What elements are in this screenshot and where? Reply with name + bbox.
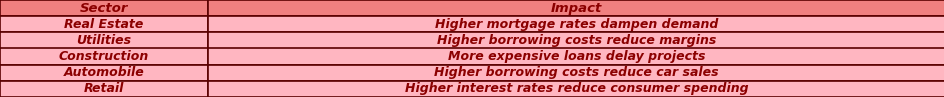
Text: More expensive loans delay projects: More expensive loans delay projects xyxy=(447,50,704,63)
Text: Higher borrowing costs reduce car sales: Higher borrowing costs reduce car sales xyxy=(433,66,718,79)
Bar xyxy=(0,81,208,97)
Bar xyxy=(208,65,944,81)
Bar xyxy=(0,32,208,48)
Bar xyxy=(208,81,944,97)
Bar xyxy=(0,0,208,16)
Text: Automobile: Automobile xyxy=(63,66,144,79)
Text: Higher mortgage rates dampen demand: Higher mortgage rates dampen demand xyxy=(434,18,717,31)
Bar xyxy=(0,16,208,32)
Bar xyxy=(0,48,208,65)
Text: Impact: Impact xyxy=(550,2,601,15)
Text: Utilities: Utilities xyxy=(76,34,131,47)
Text: Real Estate: Real Estate xyxy=(64,18,143,31)
Text: Higher borrowing costs reduce margins: Higher borrowing costs reduce margins xyxy=(436,34,716,47)
Bar xyxy=(0,65,208,81)
Text: Retail: Retail xyxy=(84,82,124,95)
Bar xyxy=(208,16,944,32)
Text: Higher interest rates reduce consumer spending: Higher interest rates reduce consumer sp… xyxy=(404,82,748,95)
Bar xyxy=(208,0,944,16)
Text: Sector: Sector xyxy=(79,2,128,15)
Bar xyxy=(208,48,944,65)
Text: Construction: Construction xyxy=(59,50,149,63)
Bar xyxy=(208,32,944,48)
